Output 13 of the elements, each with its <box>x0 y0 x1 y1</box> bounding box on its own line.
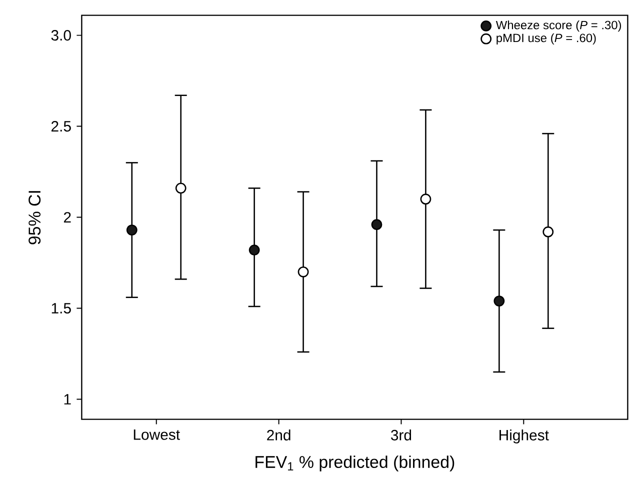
x-tick-label: Highest <box>500 429 549 444</box>
y-tick-label: 2.5 <box>51 121 71 132</box>
x-tick-label: 3rd <box>390 429 412 440</box>
legend-label: pMDI use (P = .60) <box>496 33 596 45</box>
y-tick-label: 3.0 <box>51 30 71 41</box>
y-tick-label: 1.5 <box>52 303 71 314</box>
y-tick-label: 2 <box>64 212 71 223</box>
y-tick-label: 1 <box>64 394 71 404</box>
x-tick-label: 2nd <box>267 429 290 440</box>
x-axis-title: FEV$_{1}$ % predicted (binned) <box>256 456 454 472</box>
y-axis-title: 95% CI <box>28 191 41 244</box>
legend-label: Wheeze score (P = .30) <box>496 20 622 32</box>
x-tick-label: Lowest <box>134 429 180 440</box>
